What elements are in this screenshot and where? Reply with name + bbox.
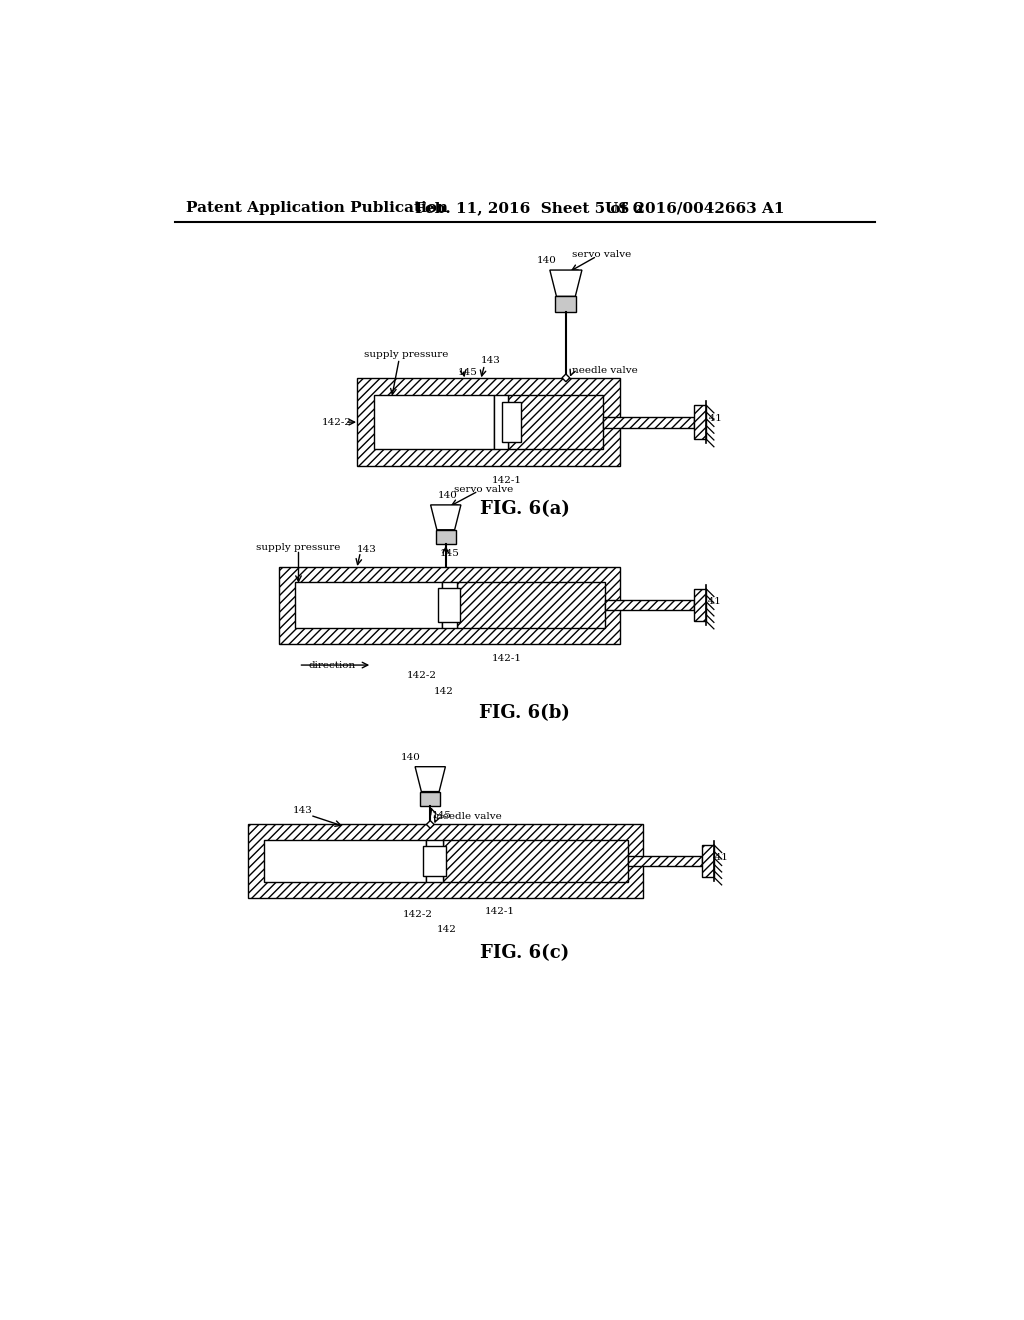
Bar bbox=[693, 589, 707, 622]
Text: FIG. 6(a): FIG. 6(a) bbox=[480, 500, 569, 517]
Text: 145: 145 bbox=[439, 549, 460, 558]
Polygon shape bbox=[431, 506, 461, 529]
Bar bbox=[555, 297, 577, 312]
Bar bbox=[442, 582, 458, 628]
Bar bbox=[248, 825, 643, 898]
Bar bbox=[356, 378, 621, 466]
Text: FIG. 6(b): FIG. 6(b) bbox=[479, 704, 570, 722]
Text: 140: 140 bbox=[400, 752, 421, 762]
Bar bbox=[494, 395, 508, 449]
Text: 141: 141 bbox=[710, 853, 729, 862]
Text: needle valve: needle valve bbox=[572, 366, 638, 375]
Text: supply pressure: supply pressure bbox=[256, 543, 340, 552]
Text: 142-1: 142-1 bbox=[493, 655, 522, 664]
Text: 145: 145 bbox=[458, 368, 477, 378]
Bar bbox=[421, 792, 440, 807]
Text: 141: 141 bbox=[701, 597, 721, 606]
Text: 142: 142 bbox=[436, 925, 457, 935]
Text: 140: 140 bbox=[537, 256, 556, 265]
Bar bbox=[502, 403, 521, 442]
Bar bbox=[701, 845, 714, 878]
Text: 142-2: 142-2 bbox=[322, 417, 352, 426]
Bar bbox=[604, 601, 693, 610]
Text: Patent Application Publication: Patent Application Publication bbox=[186, 202, 449, 215]
Polygon shape bbox=[415, 767, 445, 792]
Text: 142-2: 142-2 bbox=[407, 672, 437, 680]
Text: servo valve: servo valve bbox=[454, 484, 513, 494]
Bar bbox=[628, 857, 701, 866]
Text: 143: 143 bbox=[480, 356, 501, 366]
Bar bbox=[280, 566, 621, 644]
Bar bbox=[603, 417, 693, 428]
Text: Feb. 11, 2016  Sheet 5 of 6: Feb. 11, 2016 Sheet 5 of 6 bbox=[415, 202, 643, 215]
Bar bbox=[693, 405, 707, 440]
Text: 142-1: 142-1 bbox=[493, 475, 522, 484]
Bar bbox=[443, 840, 628, 882]
Polygon shape bbox=[550, 271, 582, 297]
Text: 142-1: 142-1 bbox=[484, 907, 514, 916]
Text: 145: 145 bbox=[432, 810, 452, 820]
Bar bbox=[438, 589, 460, 622]
Text: 142-2: 142-2 bbox=[403, 909, 433, 919]
Polygon shape bbox=[426, 821, 434, 829]
Text: 142: 142 bbox=[434, 686, 454, 696]
Bar bbox=[426, 840, 443, 882]
Bar bbox=[436, 529, 456, 544]
Text: 141: 141 bbox=[703, 413, 723, 422]
Text: US 2016/0042663 A1: US 2016/0042663 A1 bbox=[604, 202, 784, 215]
Bar bbox=[263, 840, 426, 882]
Text: FIG. 6(c): FIG. 6(c) bbox=[480, 944, 569, 962]
Bar bbox=[458, 582, 604, 628]
Bar bbox=[423, 846, 445, 876]
Text: servo valve: servo valve bbox=[572, 251, 632, 259]
Text: direction: direction bbox=[308, 660, 355, 669]
Bar bbox=[295, 582, 442, 628]
Bar bbox=[508, 395, 603, 449]
Text: supply pressure: supply pressure bbox=[365, 350, 449, 359]
Bar bbox=[374, 395, 494, 449]
Polygon shape bbox=[562, 374, 569, 381]
Text: 143: 143 bbox=[292, 807, 312, 814]
Text: 140: 140 bbox=[438, 491, 458, 500]
Text: 143: 143 bbox=[356, 545, 377, 554]
Text: needle valve: needle valve bbox=[436, 812, 502, 821]
